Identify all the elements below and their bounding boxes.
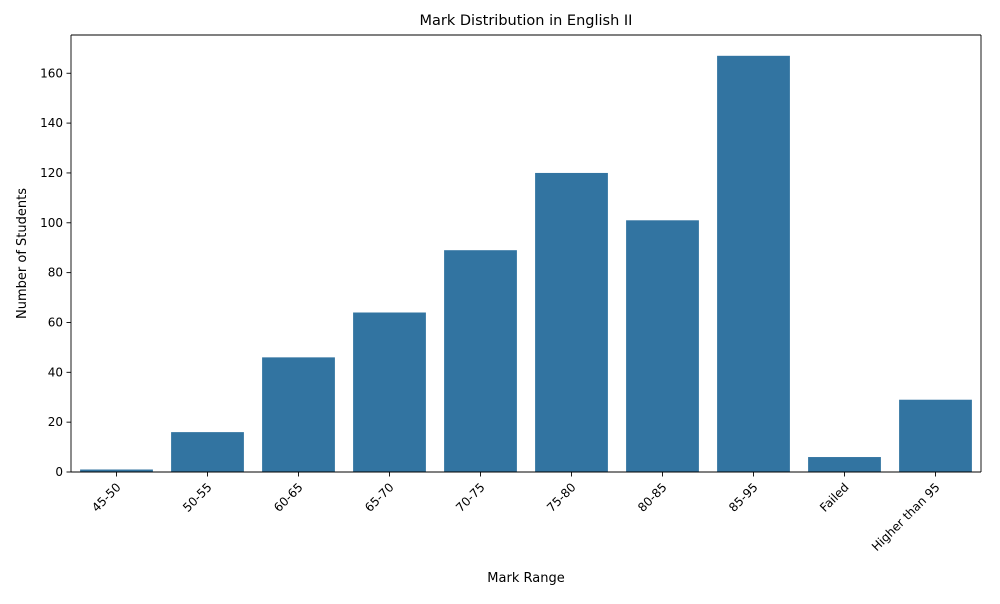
y-ticks-group: 0 20 40 60 80 100 120 140 160 <box>40 66 71 479</box>
x-tick-label: 85-95 <box>726 480 761 515</box>
chart-title: Mark Distribution in English II <box>420 13 633 29</box>
y-tick-label: 100 <box>40 216 63 230</box>
bars-group <box>80 55 972 473</box>
x-tick-label: Failed <box>817 480 852 515</box>
x-tick-label: 65-70 <box>362 480 397 515</box>
y-tick-label: 160 <box>40 66 63 80</box>
bar-failed <box>808 457 881 472</box>
x-tick-label: 60-65 <box>271 480 306 515</box>
x-tick-label: 80-85 <box>635 480 670 515</box>
y-tick-label: 140 <box>40 116 63 130</box>
y-tick-label: 40 <box>48 365 63 379</box>
y-tick-label: 120 <box>40 166 63 180</box>
bar-80-85 <box>626 220 699 472</box>
x-axis-label: Mark Range <box>487 571 564 586</box>
bar-75-80 <box>535 172 608 472</box>
y-tick-label: 80 <box>48 266 63 280</box>
x-tick-label: 50-55 <box>180 480 215 515</box>
bar-70-75 <box>444 250 517 472</box>
y-tick-label: 20 <box>48 415 63 429</box>
bar-60-65 <box>262 357 335 472</box>
x-tick-label: 75-80 <box>544 480 579 515</box>
bar-higher-than-95 <box>899 399 972 472</box>
y-tick-label: 0 <box>55 465 63 479</box>
x-ticks-group: 45-50 50-55 60-65 65-70 70-75 75-80 80-85 85-95… <box>89 472 943 554</box>
bar-85-95 <box>717 55 790 473</box>
bar-50-55 <box>171 432 244 472</box>
x-tick-label: 70-75 <box>453 480 488 515</box>
x-tick-label: Higher than 95 <box>869 480 943 554</box>
bar-45-50 <box>80 469 153 472</box>
y-axis-label: Number of Students <box>15 188 30 319</box>
x-tick-label: 45-50 <box>89 480 124 515</box>
bar-65-70 <box>353 312 426 472</box>
y-tick-label: 60 <box>48 315 63 329</box>
axes-group <box>70 34 982 473</box>
